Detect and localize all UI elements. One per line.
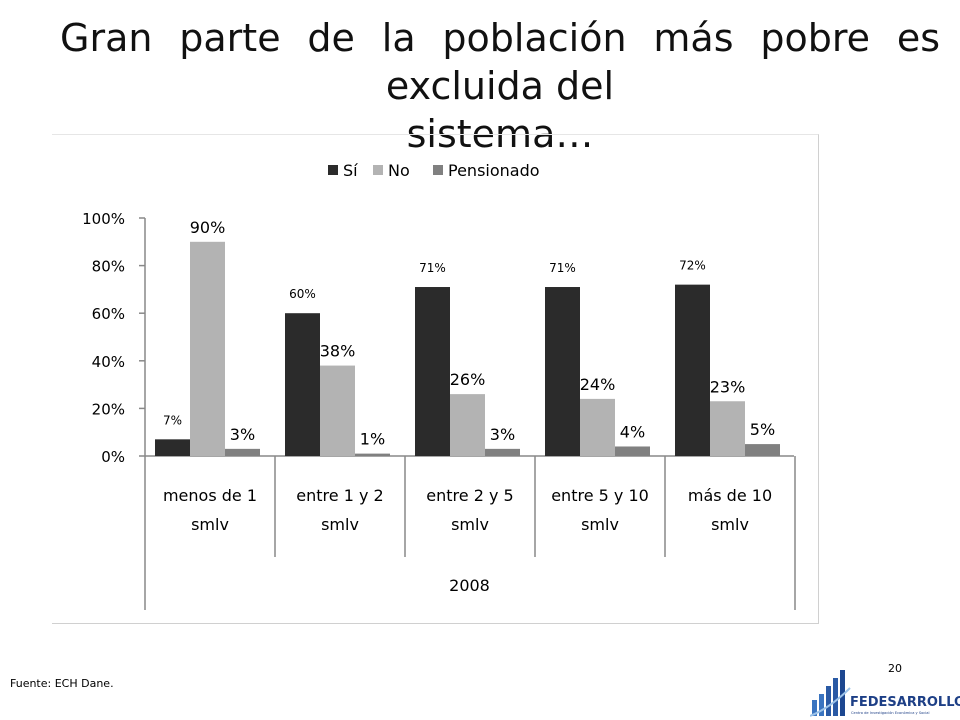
data-label: 60% xyxy=(289,287,316,301)
x-tick-label: smlv xyxy=(581,515,619,534)
page-number: 20 xyxy=(888,662,902,675)
x-tick-label: smlv xyxy=(711,515,749,534)
x-tick-label: smlv xyxy=(191,515,229,534)
data-label: 5% xyxy=(750,420,775,439)
logo-subtitle: Centro de Investigación Económica y Soci… xyxy=(851,711,929,715)
bar xyxy=(710,401,745,456)
data-label: 3% xyxy=(230,425,255,444)
x-group-label: 2008 xyxy=(449,576,490,595)
x-tick-label: smlv xyxy=(451,515,489,534)
bar xyxy=(615,446,650,456)
bar xyxy=(355,453,390,456)
y-tick-label: 100% xyxy=(82,210,125,228)
data-label: 23% xyxy=(710,377,746,396)
x-tick-label: entre 5 y 10 xyxy=(551,486,649,505)
bar xyxy=(320,365,355,456)
legend-label: Pensionado xyxy=(448,161,540,180)
data-label: 72% xyxy=(679,259,706,273)
x-tick-label: menos de 1 xyxy=(163,486,257,505)
bar xyxy=(415,287,450,456)
bar xyxy=(450,394,485,456)
bar xyxy=(285,313,320,456)
bar xyxy=(745,444,780,456)
bar xyxy=(675,284,710,456)
data-label: 90% xyxy=(190,218,226,237)
data-label: 7% xyxy=(163,413,182,427)
bar xyxy=(485,448,520,456)
y-tick-label: 40% xyxy=(92,353,125,371)
bar xyxy=(155,439,190,456)
x-tick-label: smlv xyxy=(321,515,359,534)
bar-chart: 0% 20% 40% 60% 80% 100% menos de 1 smlv entre 1 … xyxy=(82,161,796,610)
data-label: 3% xyxy=(490,425,515,444)
data-label: 4% xyxy=(620,422,645,441)
y-tick-label: 60% xyxy=(92,305,125,323)
chart-frame: 0% 20% 40% 60% 80% 100% menos de 1 smlv entre 1 … xyxy=(52,134,819,624)
data-label: 24% xyxy=(580,375,616,394)
data-label: 71% xyxy=(419,261,446,275)
y-tick-label: 20% xyxy=(92,400,125,418)
fedesarrollo-logo: FEDESARROLLO Centro de Investigación Eco… xyxy=(810,670,960,717)
legend-label: Sí xyxy=(343,161,358,180)
data-label: 26% xyxy=(450,370,486,389)
source-note: Fuente: ECH Dane. xyxy=(10,677,114,690)
bar xyxy=(580,398,615,456)
legend-swatch xyxy=(373,165,383,175)
y-tick-label: 80% xyxy=(92,258,125,276)
legend-label: No xyxy=(388,161,410,180)
x-tick-label: entre 2 y 5 xyxy=(426,486,513,505)
bar xyxy=(545,287,580,456)
title-line-1: Gran parte de la población más pobre es … xyxy=(60,16,940,108)
legend-swatch xyxy=(328,165,338,175)
data-label: 1% xyxy=(360,430,385,449)
bar xyxy=(190,241,225,456)
y-tick-label: 0% xyxy=(101,448,125,466)
data-label: 71% xyxy=(549,261,576,275)
logo-bars-icon xyxy=(810,670,851,717)
x-tick-label: más de 10 xyxy=(688,486,772,505)
bar xyxy=(225,448,260,456)
logo-text: FEDESARROLLO xyxy=(850,695,960,710)
x-tick-label: entre 1 y 2 xyxy=(296,486,383,505)
legend-swatch xyxy=(433,165,443,175)
slide-title: Gran parte de la población más pobre es … xyxy=(60,14,940,158)
data-label: 38% xyxy=(320,342,356,361)
